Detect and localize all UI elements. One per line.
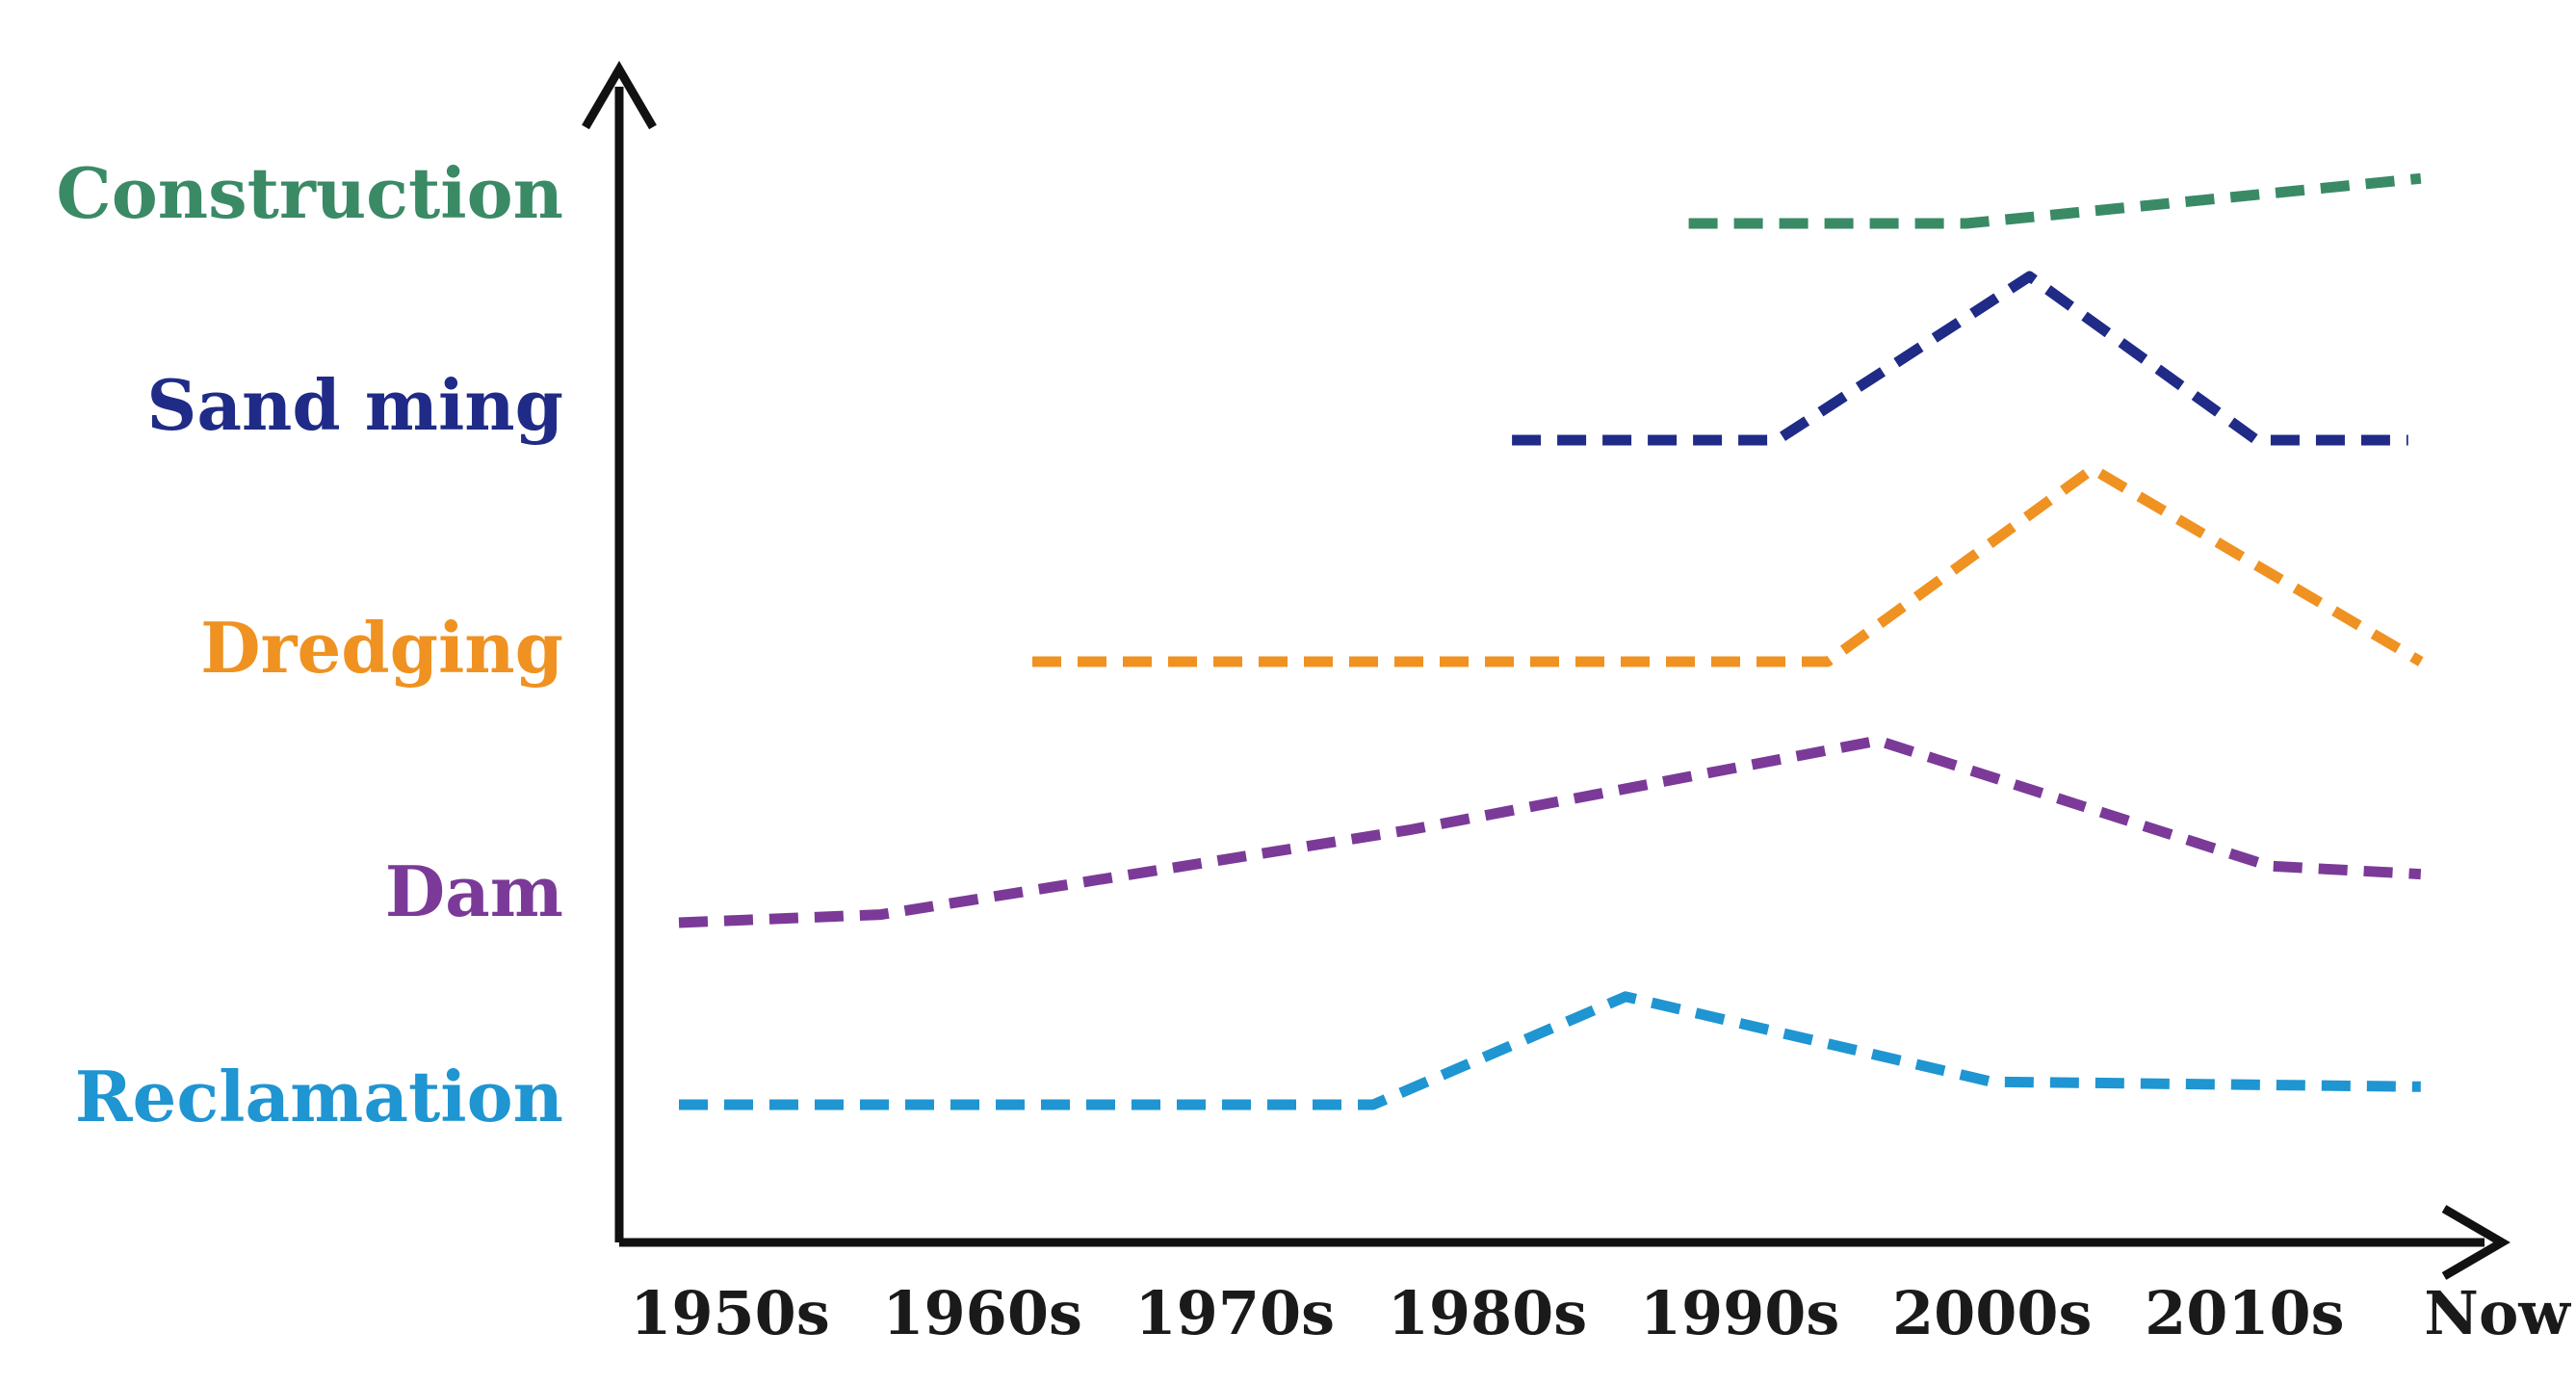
series-label-reclamation: Reclamation xyxy=(75,1056,563,1137)
series-label-dam: Dam xyxy=(385,850,563,932)
x-tick-label: 1960s xyxy=(882,1278,1081,1348)
x-tick-label: 1990s xyxy=(1640,1278,1839,1348)
series-label-dredging: Dredging xyxy=(200,607,563,689)
x-tick-label: 2000s xyxy=(1892,1278,2092,1348)
series-layer xyxy=(678,172,2424,1110)
x-tick-label: 2010s xyxy=(2145,1278,2344,1348)
series-label-construction: Construction xyxy=(56,152,563,234)
series-label-sand-ming: Sand ming xyxy=(146,364,563,446)
series-line-dredging xyxy=(1032,463,2424,667)
axes xyxy=(582,61,2511,1280)
series-line-construction xyxy=(1688,172,2422,229)
series-line-sand-ming xyxy=(1512,271,2408,446)
x-tick-label: 1970s xyxy=(1135,1278,1335,1348)
x-tick-layer: 1950s 1960s 1970s 1980s 1990s 2000s 2010s Now xyxy=(630,1278,2571,1348)
x-axis-arrowhead xyxy=(2441,1205,2511,1280)
series-line-dam xyxy=(678,735,2422,928)
series-line-reclamation xyxy=(679,991,2421,1110)
x-tick-label: Now xyxy=(2424,1278,2571,1348)
x-tick-label: 1980s xyxy=(1388,1278,1587,1348)
series-label-layer: Construction Sand ming Dredging Dam Reclamat… xyxy=(56,152,563,1137)
x-tick-label: 1950s xyxy=(630,1278,829,1348)
y-axis-arrowhead xyxy=(582,61,657,130)
